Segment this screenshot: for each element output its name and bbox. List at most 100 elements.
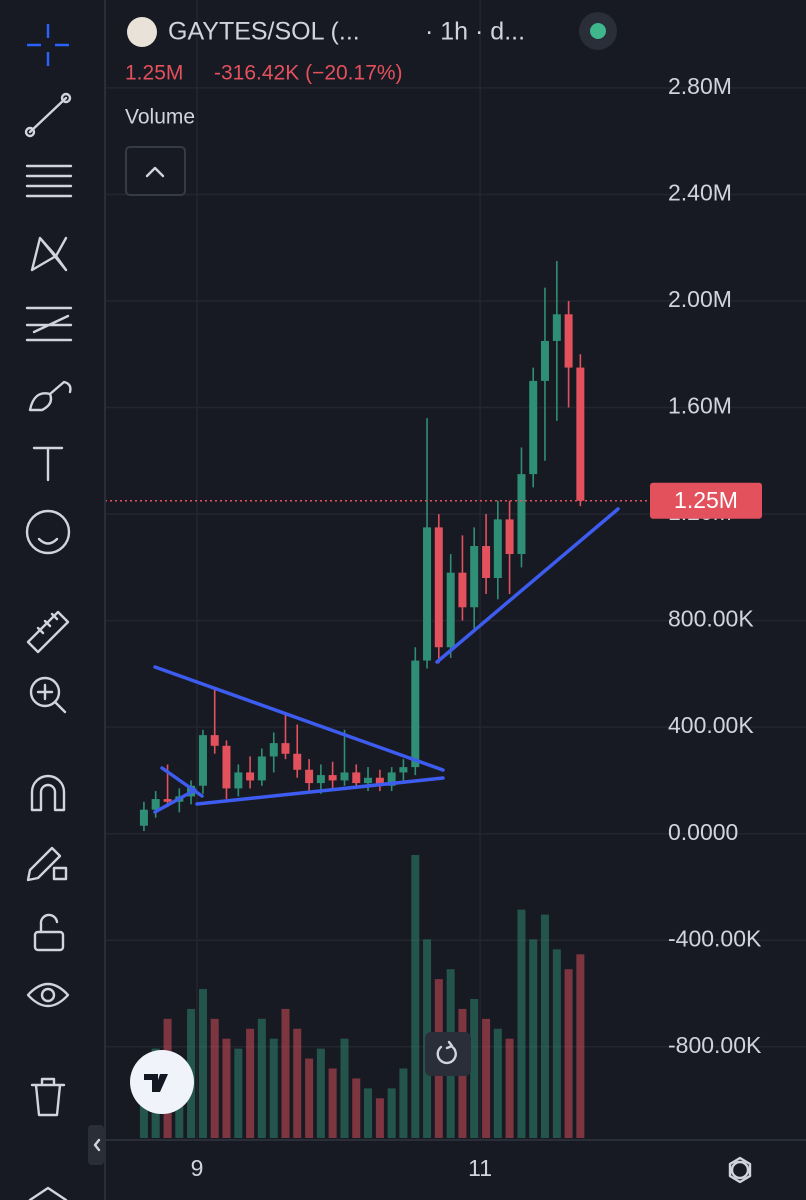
collapse-button[interactable] [125,146,186,196]
visibility-tool[interactable] [26,982,70,1008]
candle-body [210,735,219,746]
toggle-arrow [93,1138,101,1152]
candle-body [257,756,266,781]
shackle [39,913,59,934]
candle-body [163,799,172,802]
trash-tool[interactable] [30,1077,66,1117]
volume-bar [328,1068,337,1138]
volume-bar [305,1058,314,1138]
candle-body [151,799,160,810]
volume-bar [269,1038,278,1138]
volume-bar [505,1038,514,1138]
volume-bar [340,1038,349,1138]
x-tick-label: 9 [191,1155,204,1181]
magnet-tool[interactable] [30,774,66,812]
volume-bar [540,914,549,1138]
lock-drawings-tool[interactable] [26,846,62,882]
y-tick-label: -400.00K [668,925,762,951]
trend-line [153,665,445,772]
y-tick-label: 800.00K [668,606,754,632]
reset-button[interactable] [425,1032,471,1076]
settings-frame [728,1156,752,1184]
smile [37,537,59,545]
volume-bar [364,1088,373,1138]
volume-bar [387,1088,396,1138]
volume-bar [529,939,538,1138]
more-arrow[interactable] [28,1186,68,1200]
candle-body [316,775,325,784]
candle-body [576,367,585,501]
candle-body [423,527,432,661]
emoji-tool[interactable] [25,509,71,555]
candle-body [328,775,337,781]
crosshair-tool[interactable] [27,24,69,66]
zoom-plus [36,683,67,714]
trend-line [435,507,620,664]
volume-bar [316,1048,325,1138]
candle-body [293,753,302,770]
volume-bar [576,954,585,1138]
line-tool[interactable] [28,96,68,134]
candle-body [198,735,207,786]
text-tool[interactable] [32,446,64,482]
volume-bar [293,1028,302,1138]
brush-tool[interactable] [28,380,72,412]
candle-body [234,772,243,789]
prediction-tool[interactable] [25,306,73,342]
candle-body [411,660,420,768]
candle-body [446,572,455,648]
volume-bar [375,1098,384,1138]
candle-body [564,314,573,368]
lock-tool[interactable] [33,930,65,952]
pupil [40,987,56,1003]
volume-bar [257,1018,266,1138]
price-axis: 2.80M2.40M2.00M1.60M1.20M800.00K400.00K0… [105,73,762,1181]
candle-body [470,546,479,608]
volume-bar [222,1038,231,1138]
toolbar [24,24,104,1200]
trend-line [153,788,197,814]
settings-icon[interactable] [730,1160,750,1180]
volume-bar [399,1068,408,1138]
candle-body [246,772,255,781]
volume-bar [352,1078,361,1138]
zoom-tool[interactable] [29,676,61,708]
y-tick-label: 0.0000 [668,819,738,845]
candle-body [387,772,396,786]
candle-body [139,809,148,826]
candle-body [458,572,467,608]
candle-body [505,519,514,555]
symbol-icon [127,17,157,47]
volume-bar [552,949,561,1138]
volume-bar [246,1028,255,1138]
x-tick-label: 11 [468,1155,492,1181]
volume-bar [517,909,526,1138]
pattern-tool[interactable] [30,236,68,272]
fib-tool[interactable] [25,164,73,198]
tv-logo-mark [144,1074,168,1092]
candle-body [434,527,443,648]
candle-body [340,772,349,781]
ruler-tool[interactable] [26,610,70,654]
y-tick-label: 2.00M [668,286,732,312]
candle-body [364,777,373,784]
volume-bar [470,998,479,1138]
last-price-box [650,482,762,519]
handle [24,126,36,138]
y-tick-label: 400.00K [668,712,754,738]
candle-body [552,314,561,341]
volume-bar [411,855,420,1138]
volume-bar [234,1048,243,1138]
y-tick-label: -800.00K [668,1032,762,1058]
candle-body [399,767,408,773]
candle-body [305,769,314,784]
lock-small [52,866,68,881]
candle-body [493,519,502,578]
volume-bar [482,1018,491,1138]
status-dot [590,23,606,39]
candle-body [482,546,491,578]
candle-body [375,777,384,786]
candle-body [517,474,526,555]
